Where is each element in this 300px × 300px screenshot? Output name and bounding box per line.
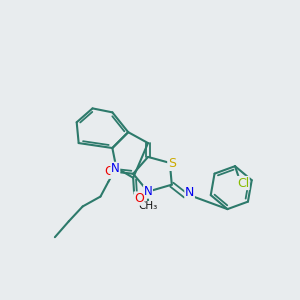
Text: O: O bbox=[134, 192, 144, 205]
Text: N: N bbox=[111, 162, 120, 175]
Text: O: O bbox=[104, 165, 114, 178]
Text: CH₃: CH₃ bbox=[138, 202, 158, 212]
Text: S: S bbox=[168, 158, 176, 170]
Text: N: N bbox=[144, 185, 152, 198]
Text: Cl: Cl bbox=[237, 176, 249, 190]
Text: N: N bbox=[185, 186, 194, 199]
